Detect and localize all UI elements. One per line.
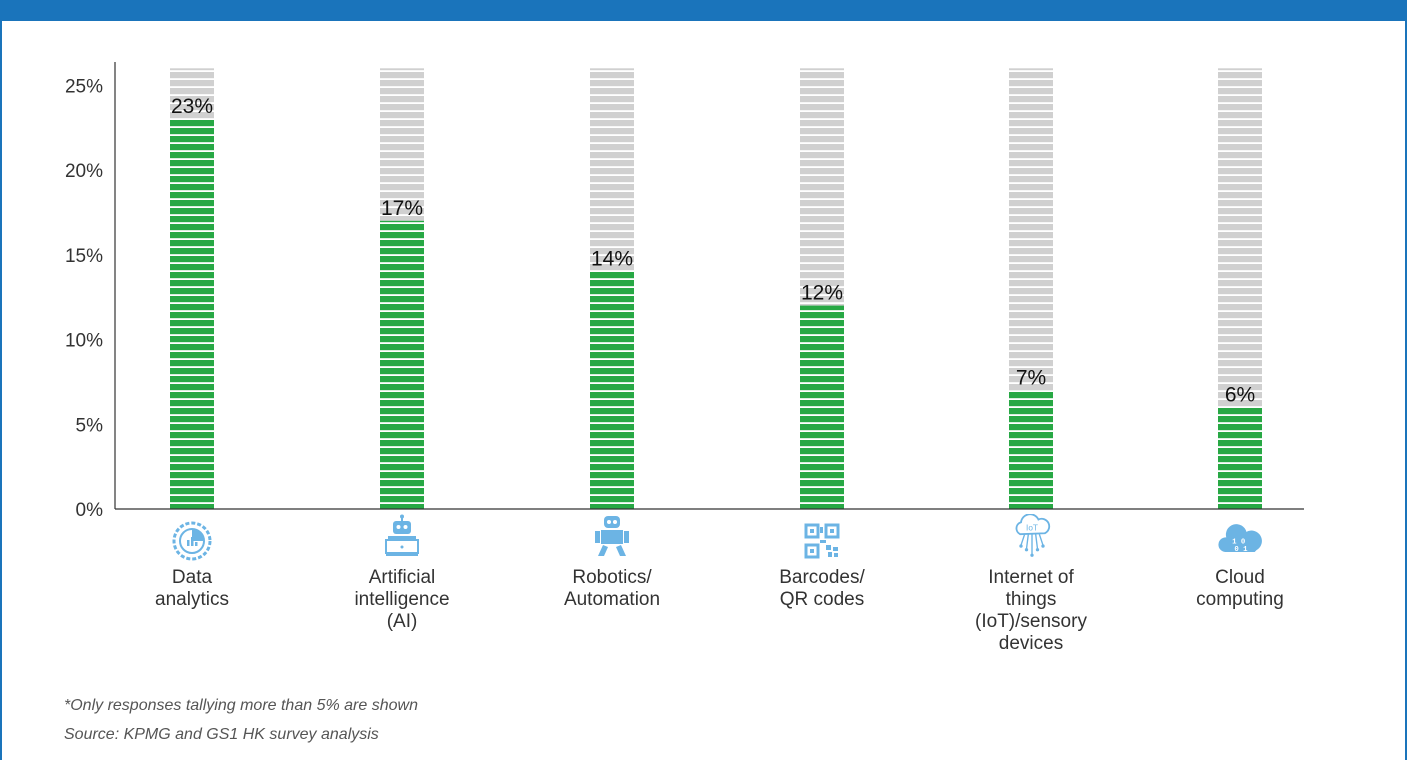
iot-icon-text: IoT [1026,524,1038,533]
y-tick-label: 10% [65,331,103,352]
ai-robot-icon [385,514,419,556]
category-label: Robotics/ Automation [563,567,661,610]
category-label: Artificial intelligence (AI) [354,567,450,632]
y-tick-label: 0% [76,500,104,521]
data-label: 7% [1016,366,1046,389]
binary-icon-text: 1 0 0 1 [1232,539,1250,554]
data-label: 12% [801,282,843,305]
bar [170,119,214,510]
y-tick-label: 5% [76,415,104,436]
category-label: Internet of things (IoT)/sensory devices [975,567,1087,654]
y-tick-label: 20% [65,161,103,182]
data-analytics-icon [172,521,212,561]
y-tick-label: 15% [65,246,103,267]
qr-code-icon [804,523,840,559]
cloud-computing-icon: 1 0 0 1 [1218,524,1262,554]
iot-cloud-icon: IoT [1015,514,1051,557]
category-label: Data analytics [155,567,229,610]
category-label: Barcodes/ QR codes [779,567,865,610]
bar [800,305,844,509]
bar [590,271,634,509]
data-label: 14% [591,248,633,271]
data-label: 6% [1225,383,1255,406]
footnote: *Only responses tallying more than 5% ar… [64,697,418,714]
bar [380,220,424,509]
bar [1218,407,1262,509]
robotics-icon [595,516,629,556]
y-tick-label: 25% [65,76,103,97]
header-band [0,0,1407,21]
bar [1009,390,1053,509]
data-label: 23% [171,95,213,118]
source-note: Source: KPMG and GS1 HK survey analysis [64,726,379,743]
category-label: Cloud computing [1196,567,1284,610]
data-label: 17% [381,197,423,220]
